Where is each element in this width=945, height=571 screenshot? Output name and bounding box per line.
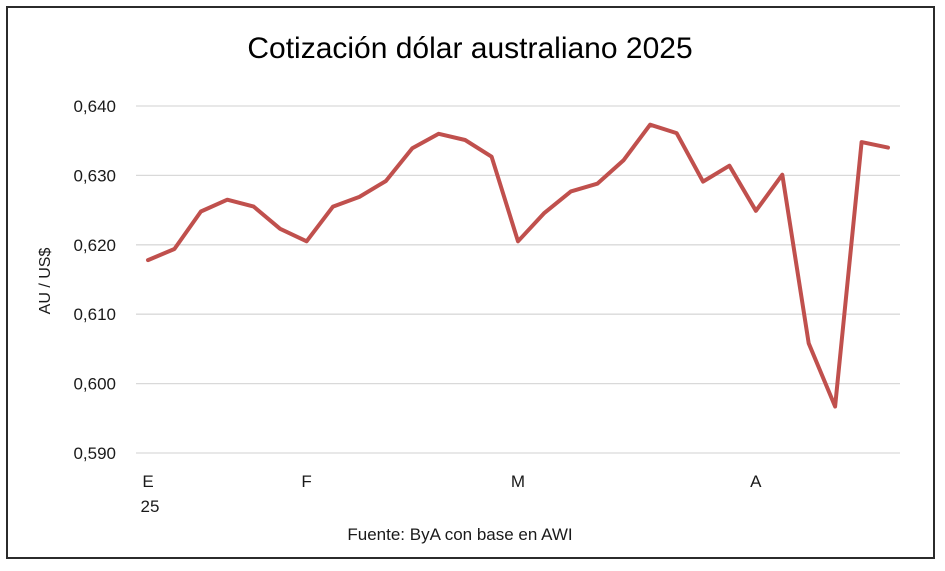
x-tick-label: M: [511, 472, 525, 491]
y-tick-label: 0,600: [73, 375, 116, 394]
y-tick-label: 0,620: [73, 236, 116, 255]
x-tick-sublabel: 25: [141, 497, 160, 516]
x-tick-label: E: [142, 472, 153, 491]
x-tick-label: A: [750, 472, 762, 491]
x-tick-labels: E 25 F M A: [141, 472, 763, 516]
series-group: [146, 122, 890, 409]
y-tick-label: 0,590: [73, 444, 116, 463]
gridlines: [136, 105, 900, 454]
y-tick-label: 0,630: [73, 166, 116, 185]
source-note: Fuente: ByA con base en AWI: [347, 525, 572, 544]
y-tick-label: 0,640: [73, 97, 116, 116]
x-tick-label: F: [301, 472, 311, 491]
chart-frame: [6, 6, 935, 559]
series-line: [146, 122, 890, 409]
chart-title: Cotización dólar australiano 2025: [247, 32, 692, 65]
y-tick-labels: 0,590 0,600 0,610 0,620 0,630 0,640: [73, 97, 116, 463]
y-axis-label: AU / US$: [37, 248, 54, 315]
y-tick-label: 0,610: [73, 305, 116, 324]
